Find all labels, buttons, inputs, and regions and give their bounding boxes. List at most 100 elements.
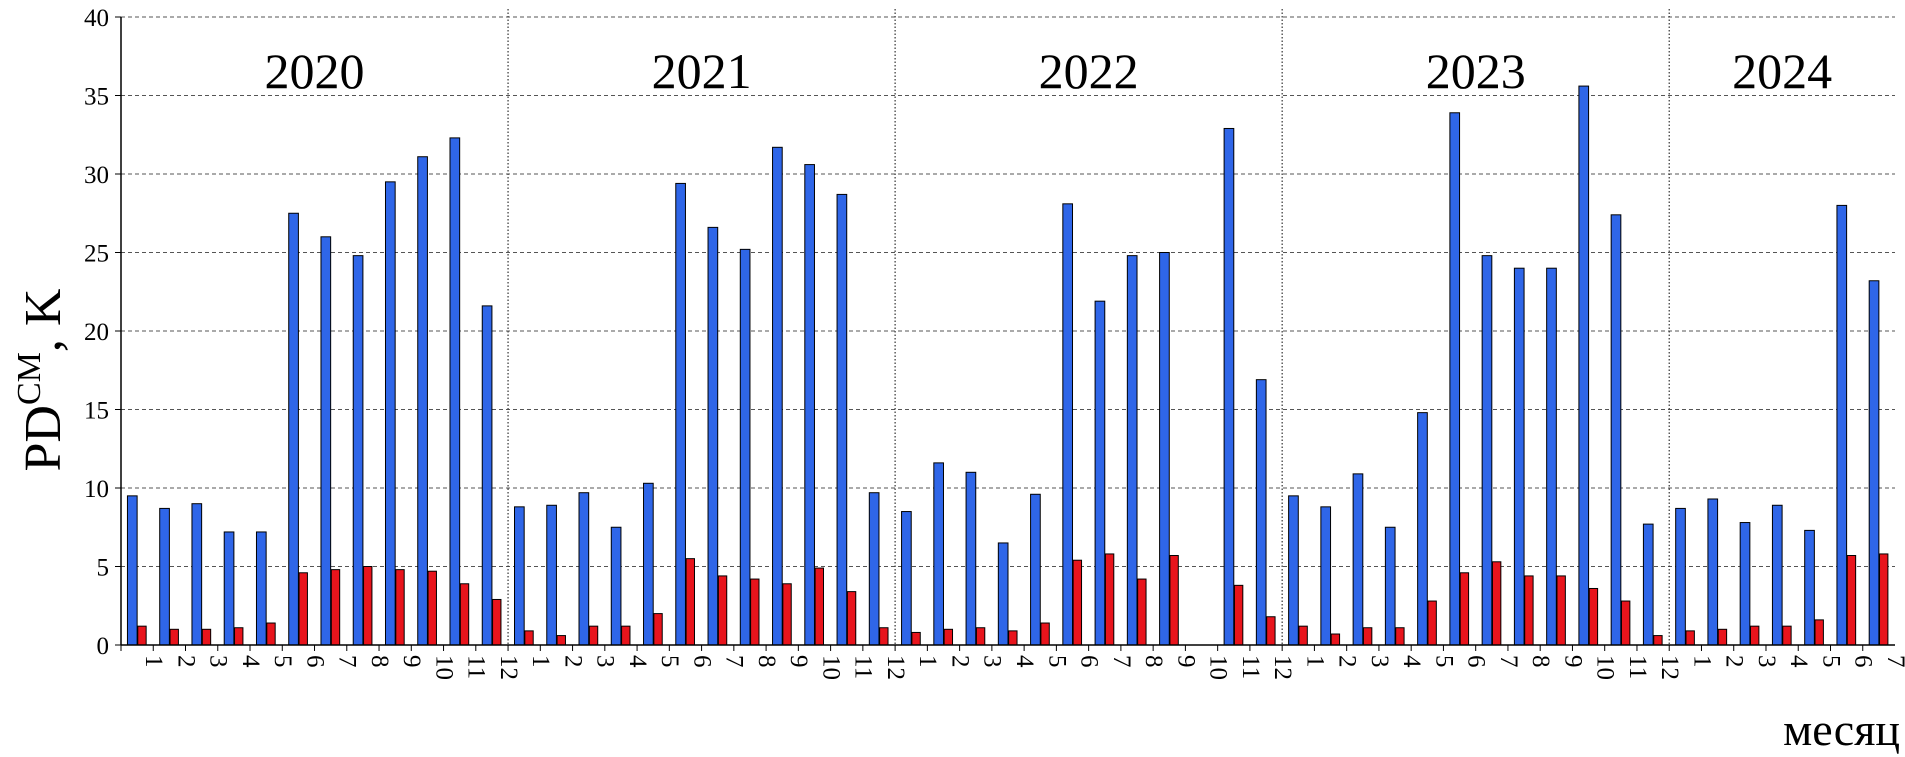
- bar: [481, 305, 493, 646]
- bar: [868, 492, 880, 646]
- bar: [1159, 252, 1170, 646]
- x-tick-label: 4: [1011, 655, 1038, 668]
- x-tick-label: 3: [979, 655, 1006, 668]
- x-tick-label: 9: [1172, 655, 1199, 668]
- bar: [546, 504, 557, 646]
- x-tick-label: 2: [559, 655, 586, 668]
- x-tick-label: 2: [1334, 655, 1361, 668]
- bar: [1126, 255, 1138, 646]
- bar: [1288, 495, 1299, 646]
- x-tick-label: 6: [1463, 655, 1490, 668]
- bar: [1481, 255, 1493, 646]
- bar: [288, 212, 299, 646]
- bar: [943, 628, 954, 646]
- bar: [395, 569, 405, 646]
- y-tick-label: 25: [84, 241, 109, 268]
- group-label: 2021: [652, 43, 752, 99]
- x-tick-label: 6: [1076, 655, 1103, 668]
- bar: [1610, 214, 1622, 646]
- bar: [1104, 553, 1115, 646]
- bar: [739, 248, 751, 646]
- bar: [1298, 625, 1308, 646]
- bar: [717, 575, 728, 646]
- x-tick-label: 4: [237, 655, 264, 668]
- x-tick-label: 3: [592, 655, 619, 668]
- bar: [653, 613, 663, 646]
- x-tick-label: 8: [366, 655, 393, 668]
- x-tick-label: 6: [1850, 655, 1877, 668]
- bar: [201, 628, 212, 646]
- x-tick-label: 5: [1043, 655, 1070, 668]
- bar: [298, 572, 308, 646]
- x-tick-label: 5: [656, 655, 683, 668]
- x-tick-label: 12: [1269, 655, 1296, 680]
- bar: [159, 507, 170, 646]
- y-label-unit: , K: [15, 288, 72, 352]
- x-tick-label: 5: [269, 655, 296, 668]
- bar: [1427, 600, 1437, 646]
- x-tick-label: 7: [721, 655, 748, 668]
- x-tick-label: 7: [1495, 655, 1522, 668]
- bar: [1653, 635, 1663, 646]
- x-tick-label: 3: [1366, 655, 1393, 668]
- bar: [588, 625, 599, 646]
- bar: [621, 625, 631, 646]
- bar: [1524, 575, 1534, 646]
- y-tick-label: 20: [84, 319, 109, 346]
- x-tick-label: 12: [882, 655, 909, 680]
- bar: [1223, 127, 1235, 646]
- bar: [459, 583, 470, 646]
- x-tick-label: 1: [140, 655, 167, 668]
- x-tick-label: 12: [1656, 655, 1683, 680]
- bar: [685, 558, 695, 646]
- bar: [1072, 559, 1083, 646]
- bar: [363, 566, 373, 646]
- y-tick-label: 30: [84, 162, 109, 189]
- x-tick-label: 11: [1237, 655, 1264, 679]
- bar: [234, 627, 244, 646]
- bar: [1771, 504, 1783, 646]
- x-tick-label: 2: [1721, 655, 1748, 668]
- x-tick-label: 7: [1108, 655, 1135, 668]
- bar: [266, 622, 276, 646]
- x-tick-label: 3: [1753, 655, 1780, 668]
- bar: [1330, 633, 1341, 646]
- bar: [1094, 300, 1106, 646]
- bar: [707, 226, 719, 646]
- x-tick-label: 11: [850, 655, 877, 679]
- x-tick-label: 4: [1398, 655, 1425, 668]
- bar: [1395, 627, 1405, 646]
- x-tick-label: 2: [172, 655, 199, 668]
- bar: [901, 511, 912, 646]
- bar: [417, 156, 428, 646]
- bar: [449, 137, 461, 646]
- bar: [1362, 627, 1373, 646]
- x-tick-label: 1: [914, 655, 941, 668]
- bar: [1707, 498, 1719, 646]
- bar: [556, 635, 566, 646]
- bar: [126, 495, 138, 646]
- bar: [836, 193, 848, 646]
- x-tick-label: 10: [430, 655, 457, 680]
- x-tick-label: 8: [1140, 655, 1167, 668]
- bar: [524, 630, 534, 646]
- bar: [1233, 584, 1244, 646]
- bar: [1846, 555, 1857, 646]
- bar: [1008, 630, 1018, 646]
- bar: [1384, 526, 1396, 646]
- bar: [1040, 622, 1050, 646]
- bar: [137, 625, 147, 646]
- bar: [1556, 575, 1566, 646]
- bar: [223, 531, 235, 646]
- x-tick-label: 11: [1624, 655, 1651, 679]
- bar: [1513, 267, 1525, 646]
- bar: [1352, 473, 1364, 646]
- bar: [1879, 553, 1889, 646]
- bar: [1642, 523, 1654, 646]
- x-tick-label: 3: [205, 655, 232, 668]
- bar: [1588, 587, 1599, 646]
- x-tick-label: 9: [1559, 655, 1586, 668]
- bar: [1491, 561, 1502, 646]
- group-label: 2024: [1732, 43, 1832, 99]
